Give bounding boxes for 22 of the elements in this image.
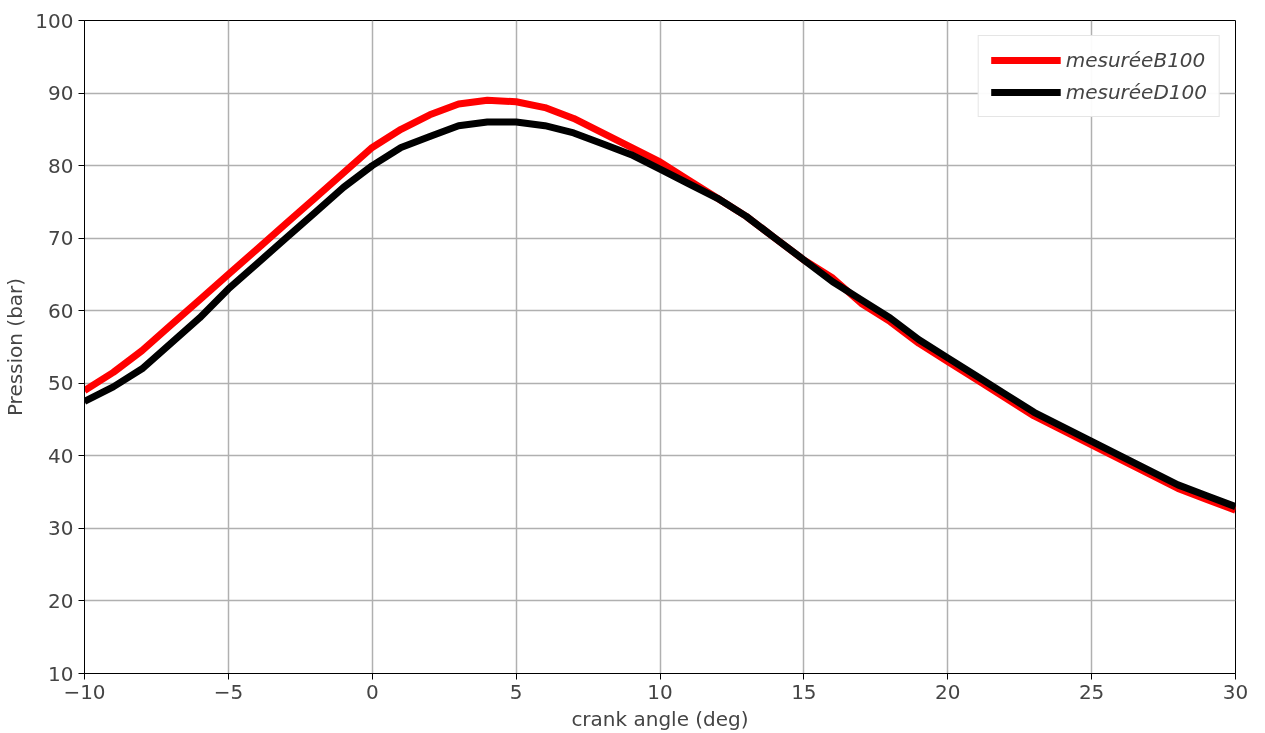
y-tick-label: 80	[48, 153, 74, 178]
y-tick-label: 70	[48, 226, 74, 251]
y-tick-label: 60	[48, 298, 74, 323]
y-tick-label: 90	[48, 81, 74, 106]
y-axis-title: Pression (bar)	[3, 277, 28, 417]
y-tick-label: 50	[48, 371, 74, 396]
x-tick-label: 10	[647, 679, 673, 704]
legend-label: mesuréeD100	[1065, 80, 1207, 104]
x-tick-label: 0	[365, 679, 379, 704]
y-tick-label: 40	[48, 443, 74, 468]
x-tick-label: 20	[935, 679, 961, 704]
y-tick-label: 10	[48, 661, 74, 686]
x-tick-label: 15	[791, 679, 817, 704]
x-axis-title: crank angle (deg)	[571, 706, 749, 731]
x-tick-label: 30	[1222, 679, 1249, 704]
x-tick-label: −5	[213, 679, 244, 704]
legend-label: mesuréeB100	[1065, 48, 1206, 72]
x-tick-label: 25	[1078, 679, 1105, 704]
y-tick-label: 100	[35, 8, 74, 33]
x-tick-label: 5	[509, 679, 523, 704]
y-tick-label: 20	[48, 588, 74, 613]
y-tick-label: 30	[48, 516, 74, 541]
